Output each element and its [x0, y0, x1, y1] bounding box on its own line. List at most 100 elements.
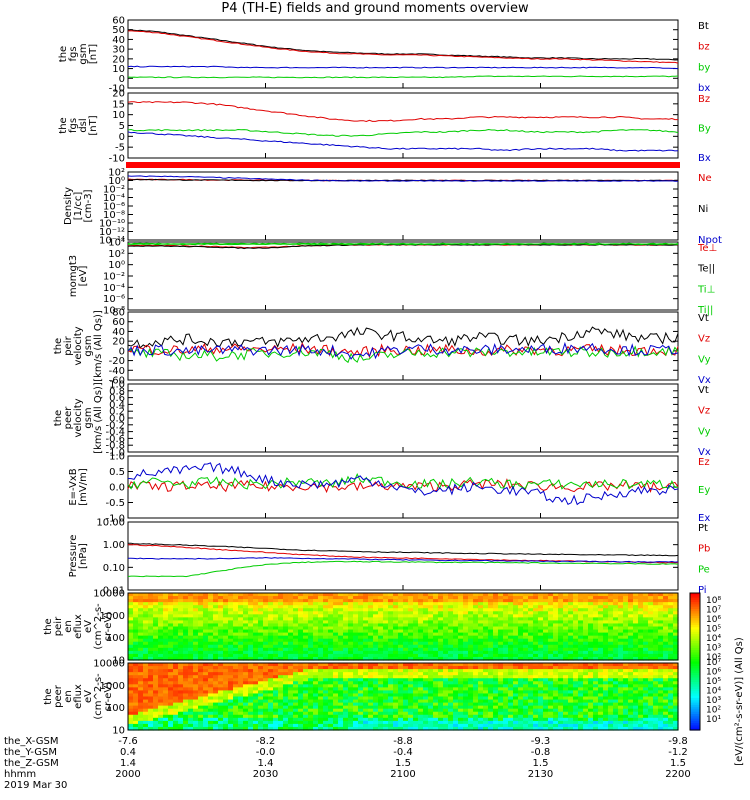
heatmap-cell [338, 656, 344, 661]
heatmap-cell [338, 708, 344, 713]
heatmap-cell [583, 614, 589, 618]
heatmap-cell [493, 684, 499, 688]
heatmap-cell [633, 653, 639, 658]
heatmap-cell [513, 623, 519, 628]
heatmap-cell [378, 641, 384, 646]
heatmap-cell [573, 663, 579, 667]
heatmap-cell [188, 629, 194, 634]
heatmap-cell [348, 626, 354, 631]
heatmap-cell [448, 669, 454, 673]
heatmap-cell [428, 702, 434, 707]
heatmap-cell [338, 684, 344, 688]
heatmap-cell [393, 611, 399, 615]
heatmap-cell [213, 593, 219, 597]
heatmap-cell [433, 675, 439, 679]
y-tick-label: -1.0 [105, 514, 125, 525]
heatmap-cell [528, 672, 534, 676]
heatmap-cell [393, 650, 399, 655]
heatmap-cell [543, 632, 549, 637]
heatmap-cell [153, 684, 159, 688]
heatmap-cell [578, 650, 584, 655]
series-line-by [127, 75, 679, 79]
heatmap-cell [413, 629, 419, 634]
heatmap-cell [198, 638, 204, 643]
heatmap-cell [343, 717, 349, 722]
heatmap-cell [588, 626, 594, 631]
heatmap-cell [268, 684, 274, 688]
heatmap-cell [623, 638, 629, 643]
heatmap-cell [178, 653, 184, 658]
heatmap-cell [658, 593, 664, 597]
heatmap-cell [533, 705, 539, 710]
heatmap-cell [528, 705, 534, 710]
heatmap-cell [418, 693, 424, 698]
heatmap-cell [593, 687, 599, 692]
heatmap-cell [513, 678, 519, 682]
heatmap-cell [253, 650, 259, 655]
heatmap-cell [203, 675, 209, 679]
heatmap-cell [243, 632, 249, 637]
heatmap-cell [428, 644, 434, 649]
heatmap-cell [308, 596, 314, 600]
heatmap-cell [273, 723, 279, 728]
heatmap-cell [233, 672, 239, 676]
heatmap-cell [148, 629, 154, 634]
heatmap-cell [608, 687, 614, 692]
heatmap-cell [183, 617, 189, 622]
heatmap-cell [363, 635, 369, 640]
heatmap-cell [548, 711, 554, 716]
heatmap-cell [518, 596, 524, 600]
legend-label: Ti⊥ [697, 284, 715, 295]
heatmap-cell [353, 647, 359, 652]
heatmap-cell [558, 717, 564, 722]
heatmap-cell [208, 611, 214, 615]
heatmap-cell [578, 653, 584, 658]
heatmap-cell [183, 708, 189, 713]
heatmap-cell [318, 653, 324, 658]
heatmap-cell [458, 672, 464, 676]
heatmap-cell [408, 608, 414, 612]
y-tick-label: 20 [112, 337, 125, 348]
heatmap-cell [468, 632, 474, 637]
heatmap-cell [193, 690, 199, 695]
heatmap-cell [128, 684, 134, 688]
heatmap-cell [353, 623, 359, 628]
heatmap-cell [483, 669, 489, 673]
heatmap-cell [548, 635, 554, 640]
heatmap-cell [193, 723, 199, 728]
heatmap-cell [383, 687, 389, 692]
y-tick-label: 0.0 [109, 483, 125, 494]
heatmap-cell [573, 681, 579, 685]
heatmap-cell [468, 614, 474, 618]
heatmap-cell [478, 596, 484, 600]
heatmap-cell [453, 611, 459, 615]
heatmap-cell [348, 608, 354, 612]
heatmap-cell [618, 678, 624, 682]
heatmap-cell [503, 596, 509, 600]
heatmap-cell [378, 593, 384, 597]
heatmap-cell [563, 726, 569, 731]
heatmap-cell [378, 711, 384, 716]
heatmap-cell [423, 614, 429, 618]
heatmap-cell [308, 675, 314, 679]
heatmap-cell [258, 711, 264, 716]
heatmap-cell [223, 663, 229, 667]
heatmap-cell [523, 693, 529, 698]
heatmap-cell [178, 678, 184, 682]
heatmap-cell [418, 699, 424, 704]
heatmap-cell [208, 641, 214, 646]
heatmap-cell [338, 705, 344, 710]
heatmap-cell [163, 623, 169, 628]
heatmap-cell [413, 644, 419, 649]
heatmap-cell [178, 684, 184, 688]
heatmap-cell [488, 656, 494, 661]
heatmap-cell [493, 593, 499, 597]
heatmap-cell [178, 726, 184, 731]
heatmap-cell [348, 596, 354, 600]
heatmap-cell [523, 644, 529, 649]
heatmap-cell [483, 717, 489, 722]
heatmap-cell [358, 608, 364, 612]
heatmap-cell [433, 687, 439, 692]
heatmap-cell [343, 708, 349, 713]
heatmap-cell [598, 723, 604, 728]
